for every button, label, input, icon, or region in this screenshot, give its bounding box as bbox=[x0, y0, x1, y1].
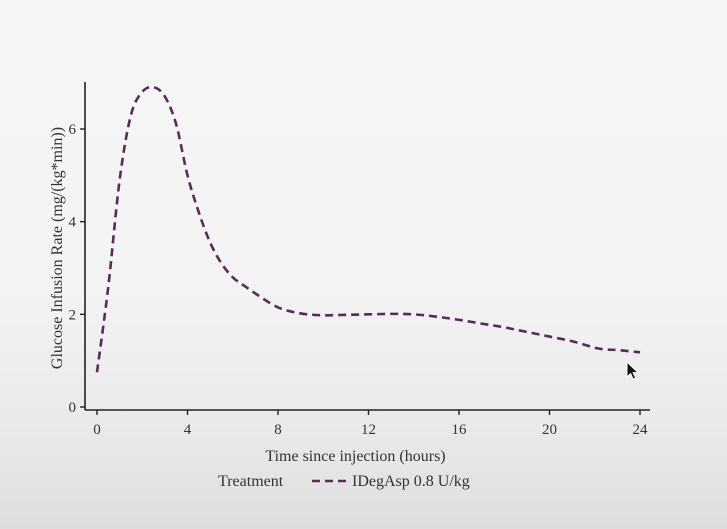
x-tick-label: 8 bbox=[274, 422, 282, 438]
x-tick-label: 20 bbox=[542, 422, 557, 438]
series-layer bbox=[95, 85, 641, 373]
x-tick-label: 4 bbox=[184, 422, 192, 438]
x-tick-label: 0 bbox=[93, 422, 101, 438]
legend-title: Treatment bbox=[218, 473, 284, 490]
legend: Treatment IDegAsp 0.8 U/kg bbox=[218, 473, 470, 490]
y-tick-label: 0 bbox=[69, 400, 77, 416]
y-tick-label: 2 bbox=[69, 307, 77, 323]
legend-entry-idegasp: IDegAsp 0.8 U/kg bbox=[352, 473, 470, 490]
y-tick-label: 6 bbox=[69, 122, 77, 138]
series-line-idegasp bbox=[95, 85, 641, 373]
x-tick-label: 16 bbox=[452, 422, 468, 438]
y-tick-label: 4 bbox=[69, 215, 77, 231]
x-tick-label: 24 bbox=[633, 422, 649, 438]
mouse-cursor-icon bbox=[626, 360, 640, 380]
y-axis-title: Glucose Infusion Rate (mg/(kg*min)) bbox=[49, 127, 66, 369]
x-axis-ticks: 0 4 8 12 16 20 24 bbox=[93, 410, 648, 438]
x-axis-title: Time since injection (hours) bbox=[265, 448, 445, 465]
x-tick-label: 12 bbox=[361, 422, 376, 438]
y-axis-ticks: 0 2 4 6 bbox=[69, 122, 85, 416]
